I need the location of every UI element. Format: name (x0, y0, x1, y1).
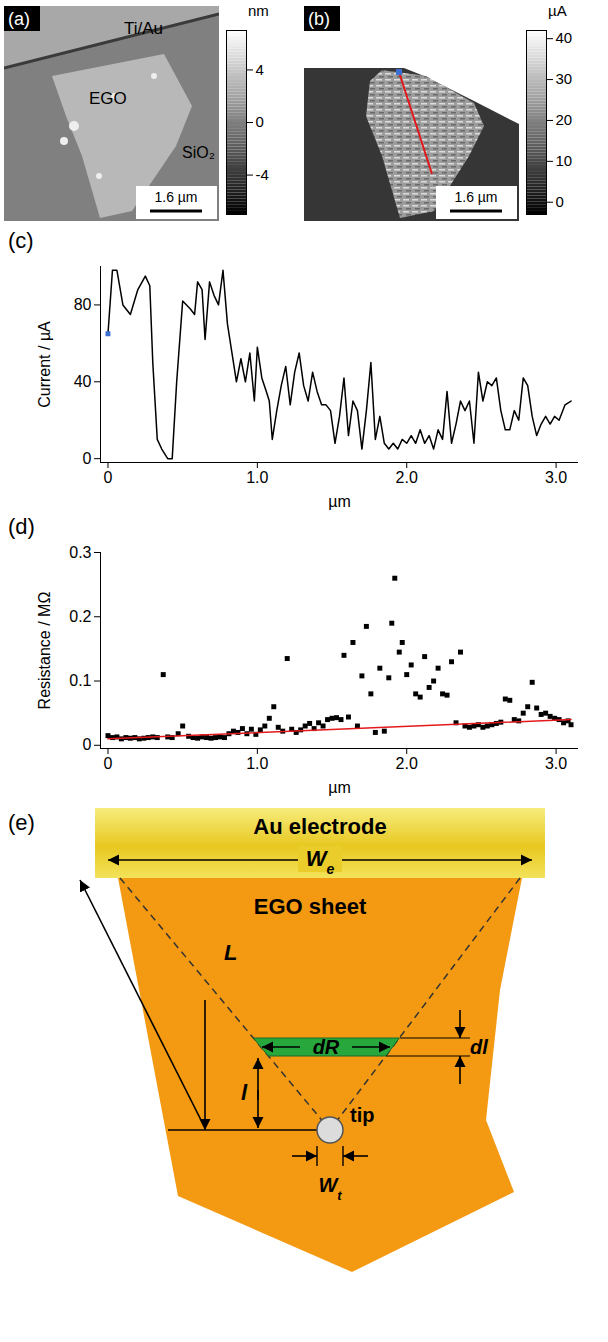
svg-text:20: 20 (556, 111, 573, 128)
svg-text:l: l (241, 1080, 248, 1105)
svg-text:40: 40 (556, 29, 573, 46)
svg-text:dl: dl (470, 1036, 488, 1058)
svg-text:Ti/Au: Ti/Au (124, 19, 163, 38)
svg-text:Au electrode: Au electrode (253, 814, 386, 839)
svg-text:L: L (224, 940, 237, 965)
svg-text:EGO: EGO (89, 89, 127, 108)
svg-text:30: 30 (556, 70, 573, 87)
svg-text:SiO₂: SiO₂ (182, 144, 215, 161)
svg-text:-4: -4 (256, 166, 269, 183)
html-text:(c): (c) (8, 228, 34, 253)
svg-text:(a): (a) (8, 9, 30, 29)
svg-text:10: 10 (556, 152, 573, 169)
svg-text:0.1: 0.1 (69, 672, 91, 689)
svg-text:3.0: 3.0 (545, 755, 567, 772)
html-text:µA: µA (548, 2, 567, 19)
svg-text:40: 40 (74, 373, 92, 390)
svg-text:1.6 µm: 1.6 µm (154, 189, 197, 205)
svg-text:2.0: 2.0 (396, 755, 418, 772)
svg-text:0: 0 (83, 450, 92, 467)
svg-text:80: 80 (74, 296, 92, 313)
svg-text:1.0: 1.0 (246, 755, 268, 772)
svg-text:0: 0 (256, 113, 264, 130)
svg-text:0: 0 (104, 755, 113, 772)
svg-text:We: We (306, 846, 335, 877)
svg-text:2.0: 2.0 (396, 469, 418, 486)
svg-text:tip: tip (350, 1104, 374, 1126)
svg-text:µm: µm (328, 493, 351, 510)
svg-text:Wt: Wt (318, 1174, 342, 1203)
svg-text:Resistance / MΩ: Resistance / MΩ (36, 592, 53, 710)
svg-text:0: 0 (556, 193, 564, 210)
svg-text:Current / µA: Current / µA (36, 321, 53, 408)
svg-text:0: 0 (104, 469, 113, 486)
svg-text:µm: µm (328, 779, 351, 796)
html-text:(d): (d) (8, 514, 35, 539)
svg-text:0: 0 (83, 736, 92, 753)
svg-text:(e): (e) (8, 810, 35, 835)
svg-text:3.0: 3.0 (545, 469, 567, 486)
svg-text:1.6 µm: 1.6 µm (454, 189, 497, 205)
svg-text:4: 4 (256, 61, 264, 78)
svg-text:1.0: 1.0 (246, 469, 268, 486)
svg-text:EGO sheet: EGO sheet (254, 894, 367, 919)
svg-text:dR: dR (313, 1036, 340, 1058)
svg-text:0.3: 0.3 (69, 544, 91, 561)
svg-text:(b): (b) (308, 9, 330, 29)
svg-text:0.2: 0.2 (69, 608, 91, 625)
html-text:nm: nm (248, 2, 269, 19)
